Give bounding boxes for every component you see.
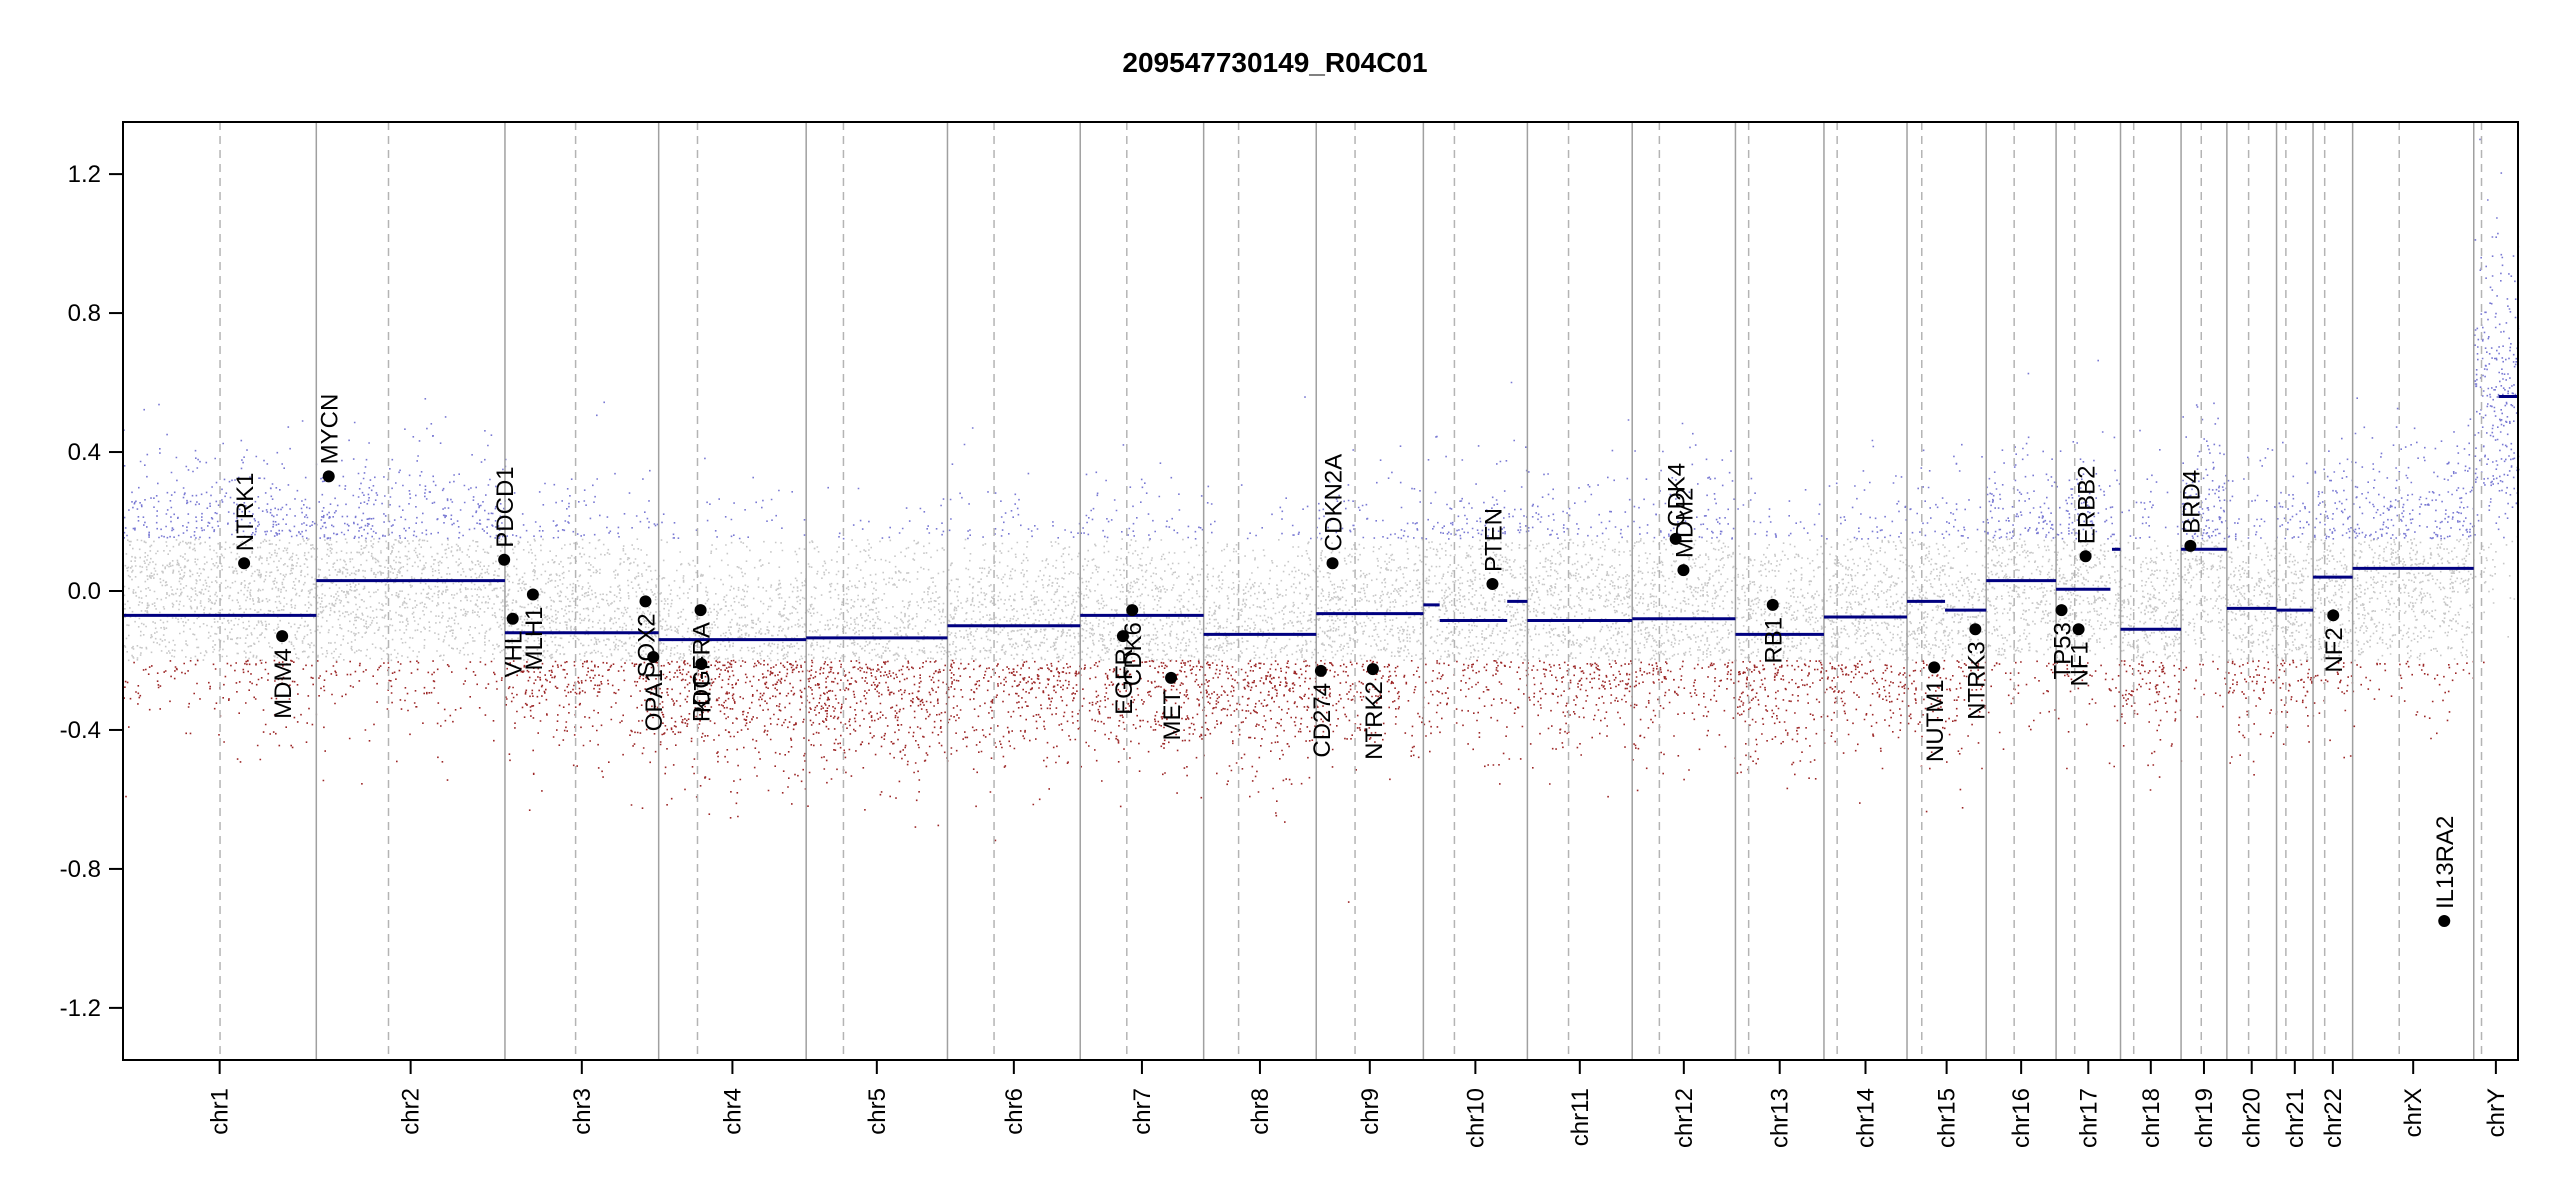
x-tick-label-chr4: chr4 [719,1088,746,1135]
gene-label-NTRK3: NTRK3 [1963,641,1990,720]
x-tick-label-chr16: chr16 [2008,1088,2035,1148]
x-tick-label-chr14: chr14 [1852,1088,1879,1148]
x-tick-label-chr11: chr11 [1567,1088,1594,1146]
probe-points [123,138,2520,903]
gene-label-MDM2: MDM2 [1671,487,1698,558]
x-tick-label-chr13: chr13 [1767,1088,1794,1148]
gene-point-VHL [506,612,519,625]
gene-label-NTRK1: NTRK1 [232,473,259,552]
gene-label-MLH1: MLH1 [521,606,548,670]
gene-label-MET: MET [1159,690,1186,741]
x-tick-label-chr9: chr9 [1357,1088,1384,1135]
gene-point-TP53 [2055,604,2068,617]
gene-label-IL13RA2: IL13RA2 [2432,816,2459,909]
x-tick-label-chr3: chr3 [569,1088,596,1135]
x-axis: chr1 chr2 chr3 chr4 chr5 chr6 chr7 chr8 chr9 chr1… [207,1060,2510,1148]
x-tick-label-chr20: chr20 [2239,1088,2266,1148]
gene-label-MDM4: MDM4 [270,648,297,719]
probe-points-loss [123,659,2485,903]
gene-label-MYCN: MYCN [317,394,344,465]
y-tick-label: -1.2 [60,995,101,1022]
probe-points-neutral [123,538,2519,662]
gene-point-NF1 [2072,623,2085,636]
gene-label-VHL: VHL [501,631,528,678]
x-tick-label-chr19: chr19 [2191,1088,2218,1148]
gene-point-IL13RA2 [2438,915,2451,928]
gene-point-MDM2 [1677,564,1690,577]
gene-label-BRD4: BRD4 [2178,470,2205,534]
gene-point-CDK6 [1126,604,1139,617]
y-tick-label: 0.4 [68,439,101,466]
x-tick-label-chr10: chr10 [1462,1088,1489,1148]
gene-label-CDKN2A: CDKN2A [1321,454,1348,551]
gene-label-NUTM1: NUTM1 [1922,679,1949,762]
gene-label-NTRK2: NTRK2 [1361,681,1388,760]
gene-label-RB1: RB1 [1761,617,1788,664]
gene-point-NUTM1 [1928,661,1941,674]
gene-point-RB1 [1766,598,1779,611]
x-tick-label-chr17: chr17 [2075,1088,2102,1148]
chromosome-boundaries [219,122,2483,1060]
gene-label-PTEN: PTEN [1480,508,1507,572]
x-tick-label-chr12: chr12 [1671,1088,1698,1148]
gene-point-ERBB2 [2079,550,2092,563]
gene-point-PDCD1 [498,553,511,566]
gene-label-ERBB2: ERBB2 [2074,466,2101,545]
gene-point-OPA1 [647,651,660,664]
gene-point-MYCN [322,470,335,483]
gene-point-MLH1 [526,588,539,601]
gene-point-BRD4 [2184,539,2197,552]
gene-point-CDKN2A [1326,557,1339,570]
x-tick-label-chr21: chr21 [2282,1088,2309,1148]
x-tick-label-chr5: chr5 [864,1088,891,1135]
gene-label-EGFR: EGFR [1111,648,1138,715]
gene-point-MDM4 [276,630,289,643]
y-tick-label: -0.8 [60,856,101,883]
gene-point-KIT [695,657,708,670]
gene-point-CD274 [1314,664,1327,677]
x-tick-label-chr6: chr6 [1001,1088,1028,1135]
gene-label-CDK6: CDK6 [1120,622,1147,686]
gene-point-SOX2 [639,595,652,608]
gene-point-PTEN [1486,578,1499,591]
x-tick-label-chr18: chr18 [2138,1088,2165,1148]
y-tick-label: 1.2 [68,161,101,188]
gene-label-CDK4: CDK4 [1664,463,1691,527]
gene-point-MET [1165,671,1178,684]
gene-label-NF2: NF2 [2321,627,2348,672]
gene-point-NTRK2 [1366,663,1379,676]
y-axis: -1.2 -0.8 -0.4 0.0 0.4 0.8 1.2 [60,161,123,1022]
gene-label-NF1: NF1 [2067,641,2094,686]
gene-label-PDGFRA: PDGFRA [689,622,716,722]
y-tick-label: 0.8 [68,300,101,327]
chart-title: 209547730149_R04C01 [1122,47,1427,78]
y-tick-label: -0.4 [60,717,101,744]
gene-point-CDK4 [1669,532,1682,545]
x-tick-label-chr1: chr1 [207,1088,234,1135]
gene-point-NTRK1 [238,557,251,570]
gene-point-NTRK3 [1969,623,1982,636]
x-tick-label-chr22: chr22 [2320,1088,2347,1148]
x-tick-label-chrX: chrX [2400,1088,2427,1137]
gene-point-NF2 [2327,609,2340,622]
x-tick-label-chr8: chr8 [1247,1088,1274,1135]
gene-label-PDCD1: PDCD1 [492,466,519,547]
probe-points-gain [123,138,2520,540]
gene-label-TP53: TP53 [2050,622,2077,679]
y-tick-label: 0.0 [68,578,101,605]
gene-point-EGFR [1116,630,1129,643]
gene-label-SOX2: SOX2 [633,613,660,677]
gene-label-OPA1: OPA1 [641,669,668,731]
x-tick-label-chrY: chrY [2483,1088,2510,1137]
gene-label-CD274: CD274 [1309,683,1336,758]
x-tick-label-chr2: chr2 [398,1088,425,1135]
plot-frame [122,121,2519,1061]
x-tick-label-chr15: chr15 [1934,1088,1961,1148]
x-tick-label-chr7: chr7 [1129,1088,1156,1135]
gene-label-KIT: KIT [689,676,716,714]
gene-point-PDGFRA [694,604,707,617]
